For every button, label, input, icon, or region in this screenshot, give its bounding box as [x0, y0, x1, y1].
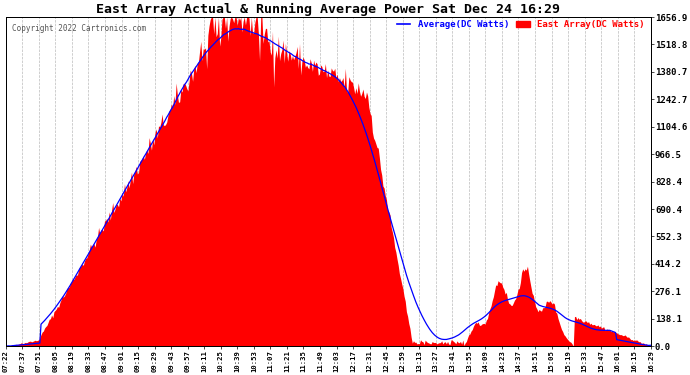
Text: Copyright 2022 Cartronics.com: Copyright 2022 Cartronics.com — [12, 24, 146, 33]
Title: East Array Actual & Running Average Power Sat Dec 24 16:29: East Array Actual & Running Average Powe… — [97, 3, 560, 16]
Legend: Average(DC Watts), East Array(DC Watts): Average(DC Watts), East Array(DC Watts) — [395, 18, 647, 31]
